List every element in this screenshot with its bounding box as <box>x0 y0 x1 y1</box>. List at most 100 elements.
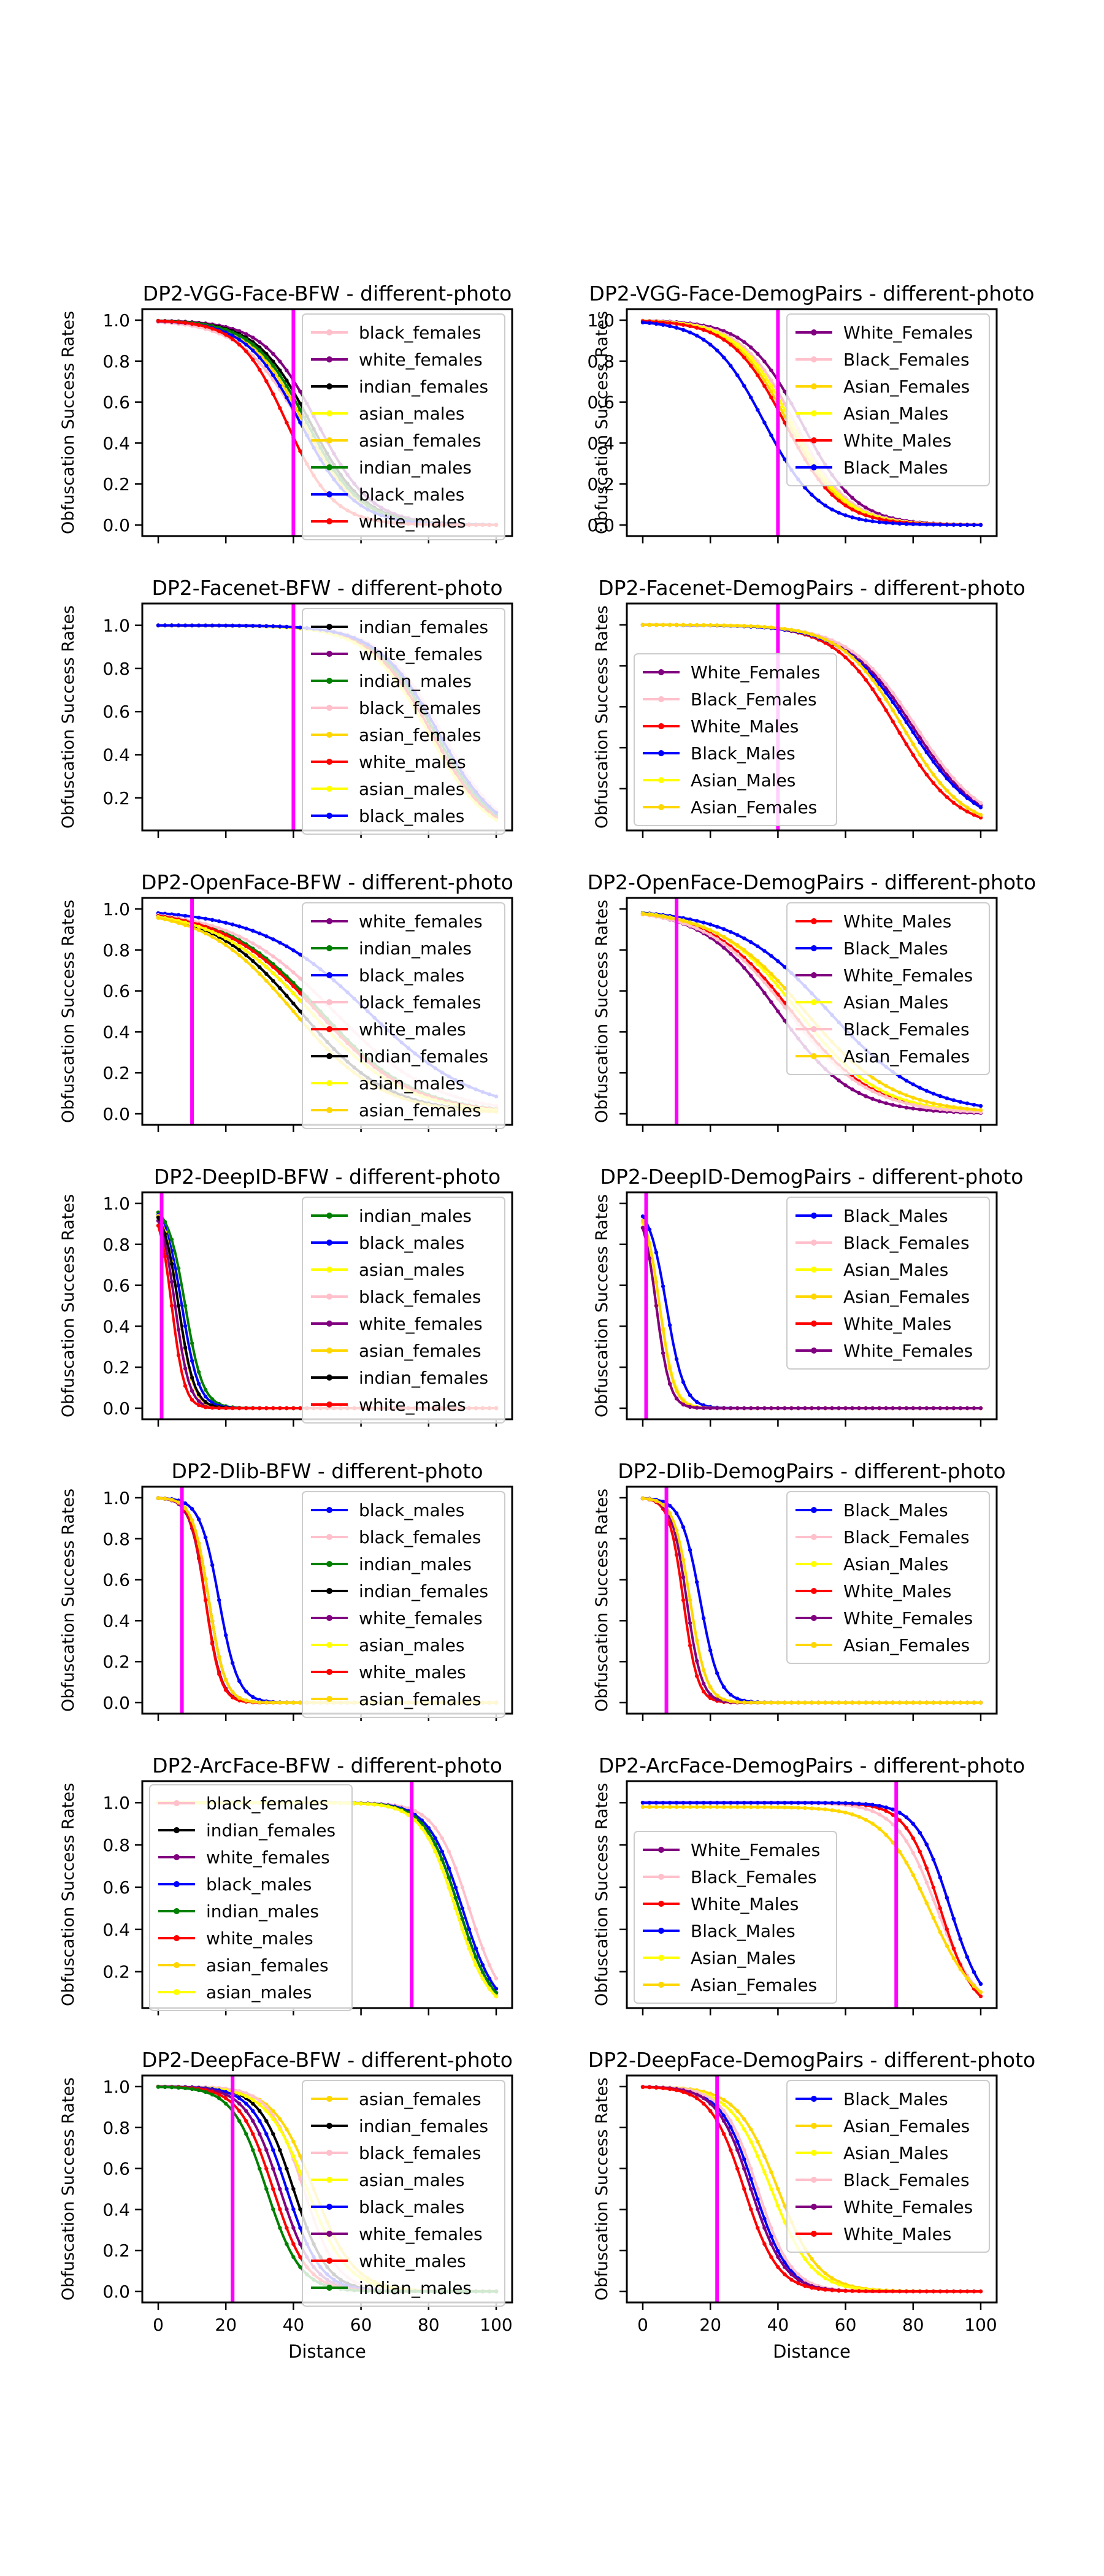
series-marker <box>972 813 976 817</box>
series-marker <box>681 323 686 327</box>
legend-label: black_males <box>359 485 464 505</box>
series-marker <box>285 1700 289 1705</box>
series-marker <box>169 1237 174 1242</box>
series-marker <box>264 949 269 954</box>
series-marker <box>904 742 909 746</box>
series-marker <box>776 997 780 1001</box>
series-marker <box>210 918 215 922</box>
series-marker <box>870 1809 875 1814</box>
legend-box <box>786 313 990 486</box>
chart-panel: DP2-VGG-Face-BFW - different-photo0.00.2… <box>59 282 513 543</box>
legend-label: asian_males <box>359 779 464 799</box>
series-marker <box>965 1406 970 1411</box>
series-marker <box>958 523 963 527</box>
series-marker <box>972 801 976 805</box>
series-marker <box>850 1406 854 1411</box>
series-marker <box>251 929 255 933</box>
series-marker <box>857 1074 861 1079</box>
series-marker <box>708 623 713 627</box>
series-marker <box>271 954 275 959</box>
legend-marker <box>326 651 332 657</box>
series-marker <box>237 623 242 628</box>
legend-label: Asian_Females <box>691 1975 817 1995</box>
legend-marker <box>326 1588 332 1594</box>
legend-marker <box>326 410 332 416</box>
series-marker <box>688 330 692 335</box>
series-marker <box>729 1699 733 1703</box>
series-marker <box>426 1836 431 1841</box>
series-marker <box>729 1801 733 1805</box>
series-marker <box>715 623 719 627</box>
chart-title: DP2-Facenet-BFW - different-photo <box>151 576 502 600</box>
series-marker <box>891 1822 895 1827</box>
series-marker <box>783 965 787 969</box>
series-marker <box>473 1963 478 1967</box>
series-marker <box>224 921 228 925</box>
series-marker <box>688 1643 692 1648</box>
series-marker <box>271 1406 275 1411</box>
series-marker <box>480 1970 485 1974</box>
legend-label: indian_males <box>359 1206 472 1226</box>
series-marker <box>722 337 726 342</box>
y-tick-label: 0.0 <box>102 515 130 535</box>
series-marker <box>742 340 746 344</box>
y-tick-label: 0.0 <box>102 1693 130 1713</box>
series-marker <box>298 1017 302 1022</box>
chart-panel: DP2-Facenet-DemogPairs - different-photo… <box>592 576 1025 838</box>
series-marker <box>695 923 699 927</box>
series-marker <box>231 948 235 953</box>
series-marker <box>945 1700 949 1705</box>
legend-label: white_females <box>359 1608 483 1628</box>
series-marker <box>884 1101 888 1105</box>
series-marker <box>196 1382 201 1386</box>
series-marker <box>217 1672 221 1676</box>
series-marker <box>904 1839 909 1844</box>
legend-marker <box>326 1374 332 1381</box>
series-marker <box>264 364 269 368</box>
series-marker <box>264 1406 269 1411</box>
series-marker <box>674 1357 679 1362</box>
series-marker <box>783 992 787 997</box>
legend-marker <box>811 1561 817 1567</box>
series-marker <box>769 972 773 976</box>
series-marker <box>978 801 983 805</box>
series-marker <box>735 1406 740 1411</box>
legend-label: Black_Males <box>691 743 795 764</box>
legend: Black_MalesBlack_FemalesAsian_MalesWhite… <box>786 1491 990 1664</box>
series-marker <box>494 1994 499 1999</box>
y-tick-label: 0.8 <box>102 659 130 679</box>
legend-marker <box>658 1955 664 1961</box>
series-marker <box>426 1830 431 1835</box>
legend: White_MalesBlack_MalesWhite_FemalesAsian… <box>786 902 990 1075</box>
series-marker <box>911 1873 916 1877</box>
series-marker <box>864 518 868 523</box>
legend-label: Black_Males <box>691 1921 795 1941</box>
series-marker <box>850 496 854 500</box>
series-marker <box>911 1406 916 1411</box>
series-marker <box>661 1351 665 1355</box>
legend-marker <box>326 1347 332 1354</box>
legend-label: white_males <box>359 1395 466 1415</box>
legend-label: White_Females <box>691 662 820 683</box>
legend-marker <box>326 705 332 711</box>
series-marker <box>183 623 188 627</box>
series-marker <box>796 1406 800 1411</box>
series-marker <box>237 1679 242 1684</box>
series-marker <box>789 1801 794 1805</box>
series-marker <box>911 742 916 746</box>
series-marker <box>258 931 262 936</box>
series-marker <box>258 624 262 628</box>
series-marker <box>169 919 174 923</box>
series-marker <box>891 1406 895 1411</box>
series-marker <box>393 1806 397 1811</box>
series-marker <box>688 1804 692 1809</box>
legend-marker <box>811 1026 817 1032</box>
series-marker <box>776 1801 780 1805</box>
series-marker <box>258 367 262 372</box>
series-marker <box>420 1812 424 1817</box>
series-marker <box>681 1399 686 1403</box>
series-marker <box>271 1700 275 1705</box>
series-marker <box>843 650 848 654</box>
